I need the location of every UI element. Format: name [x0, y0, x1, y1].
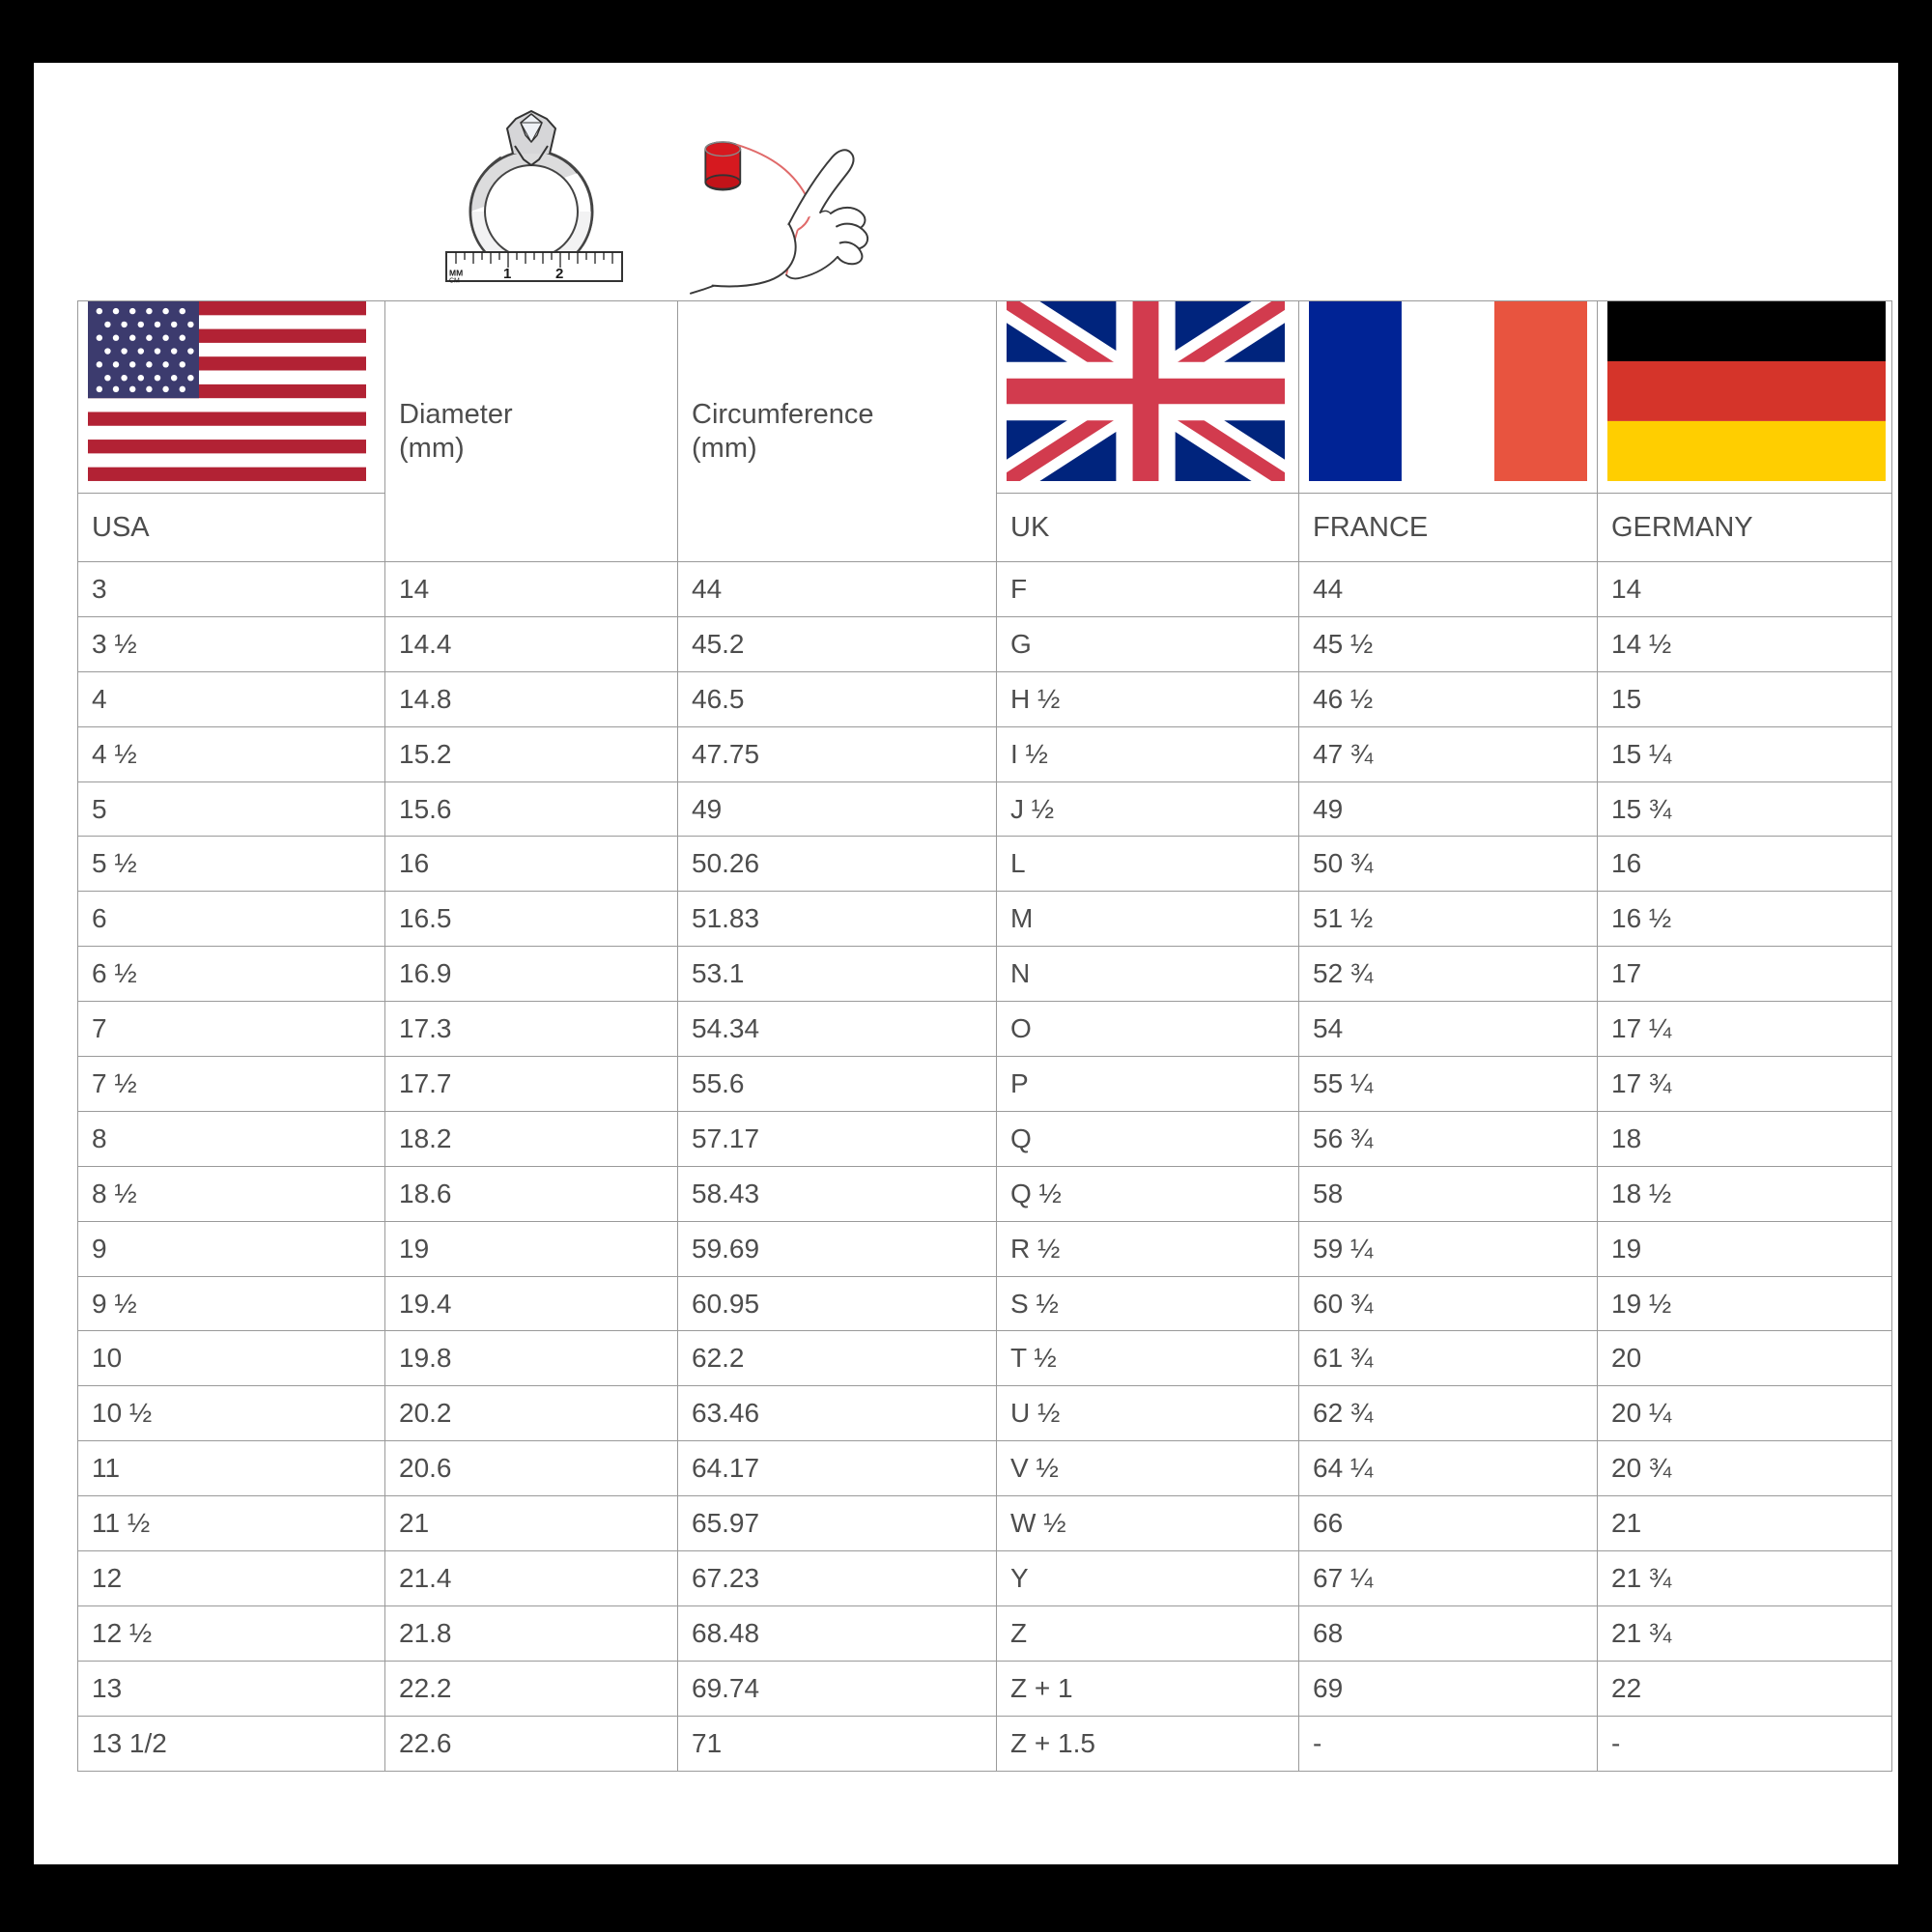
svg-text:1: 1 — [503, 266, 511, 282]
svg-text:CM: CM — [449, 278, 460, 285]
svg-text:2: 2 — [555, 266, 563, 282]
svg-text:MM: MM — [449, 269, 463, 278]
